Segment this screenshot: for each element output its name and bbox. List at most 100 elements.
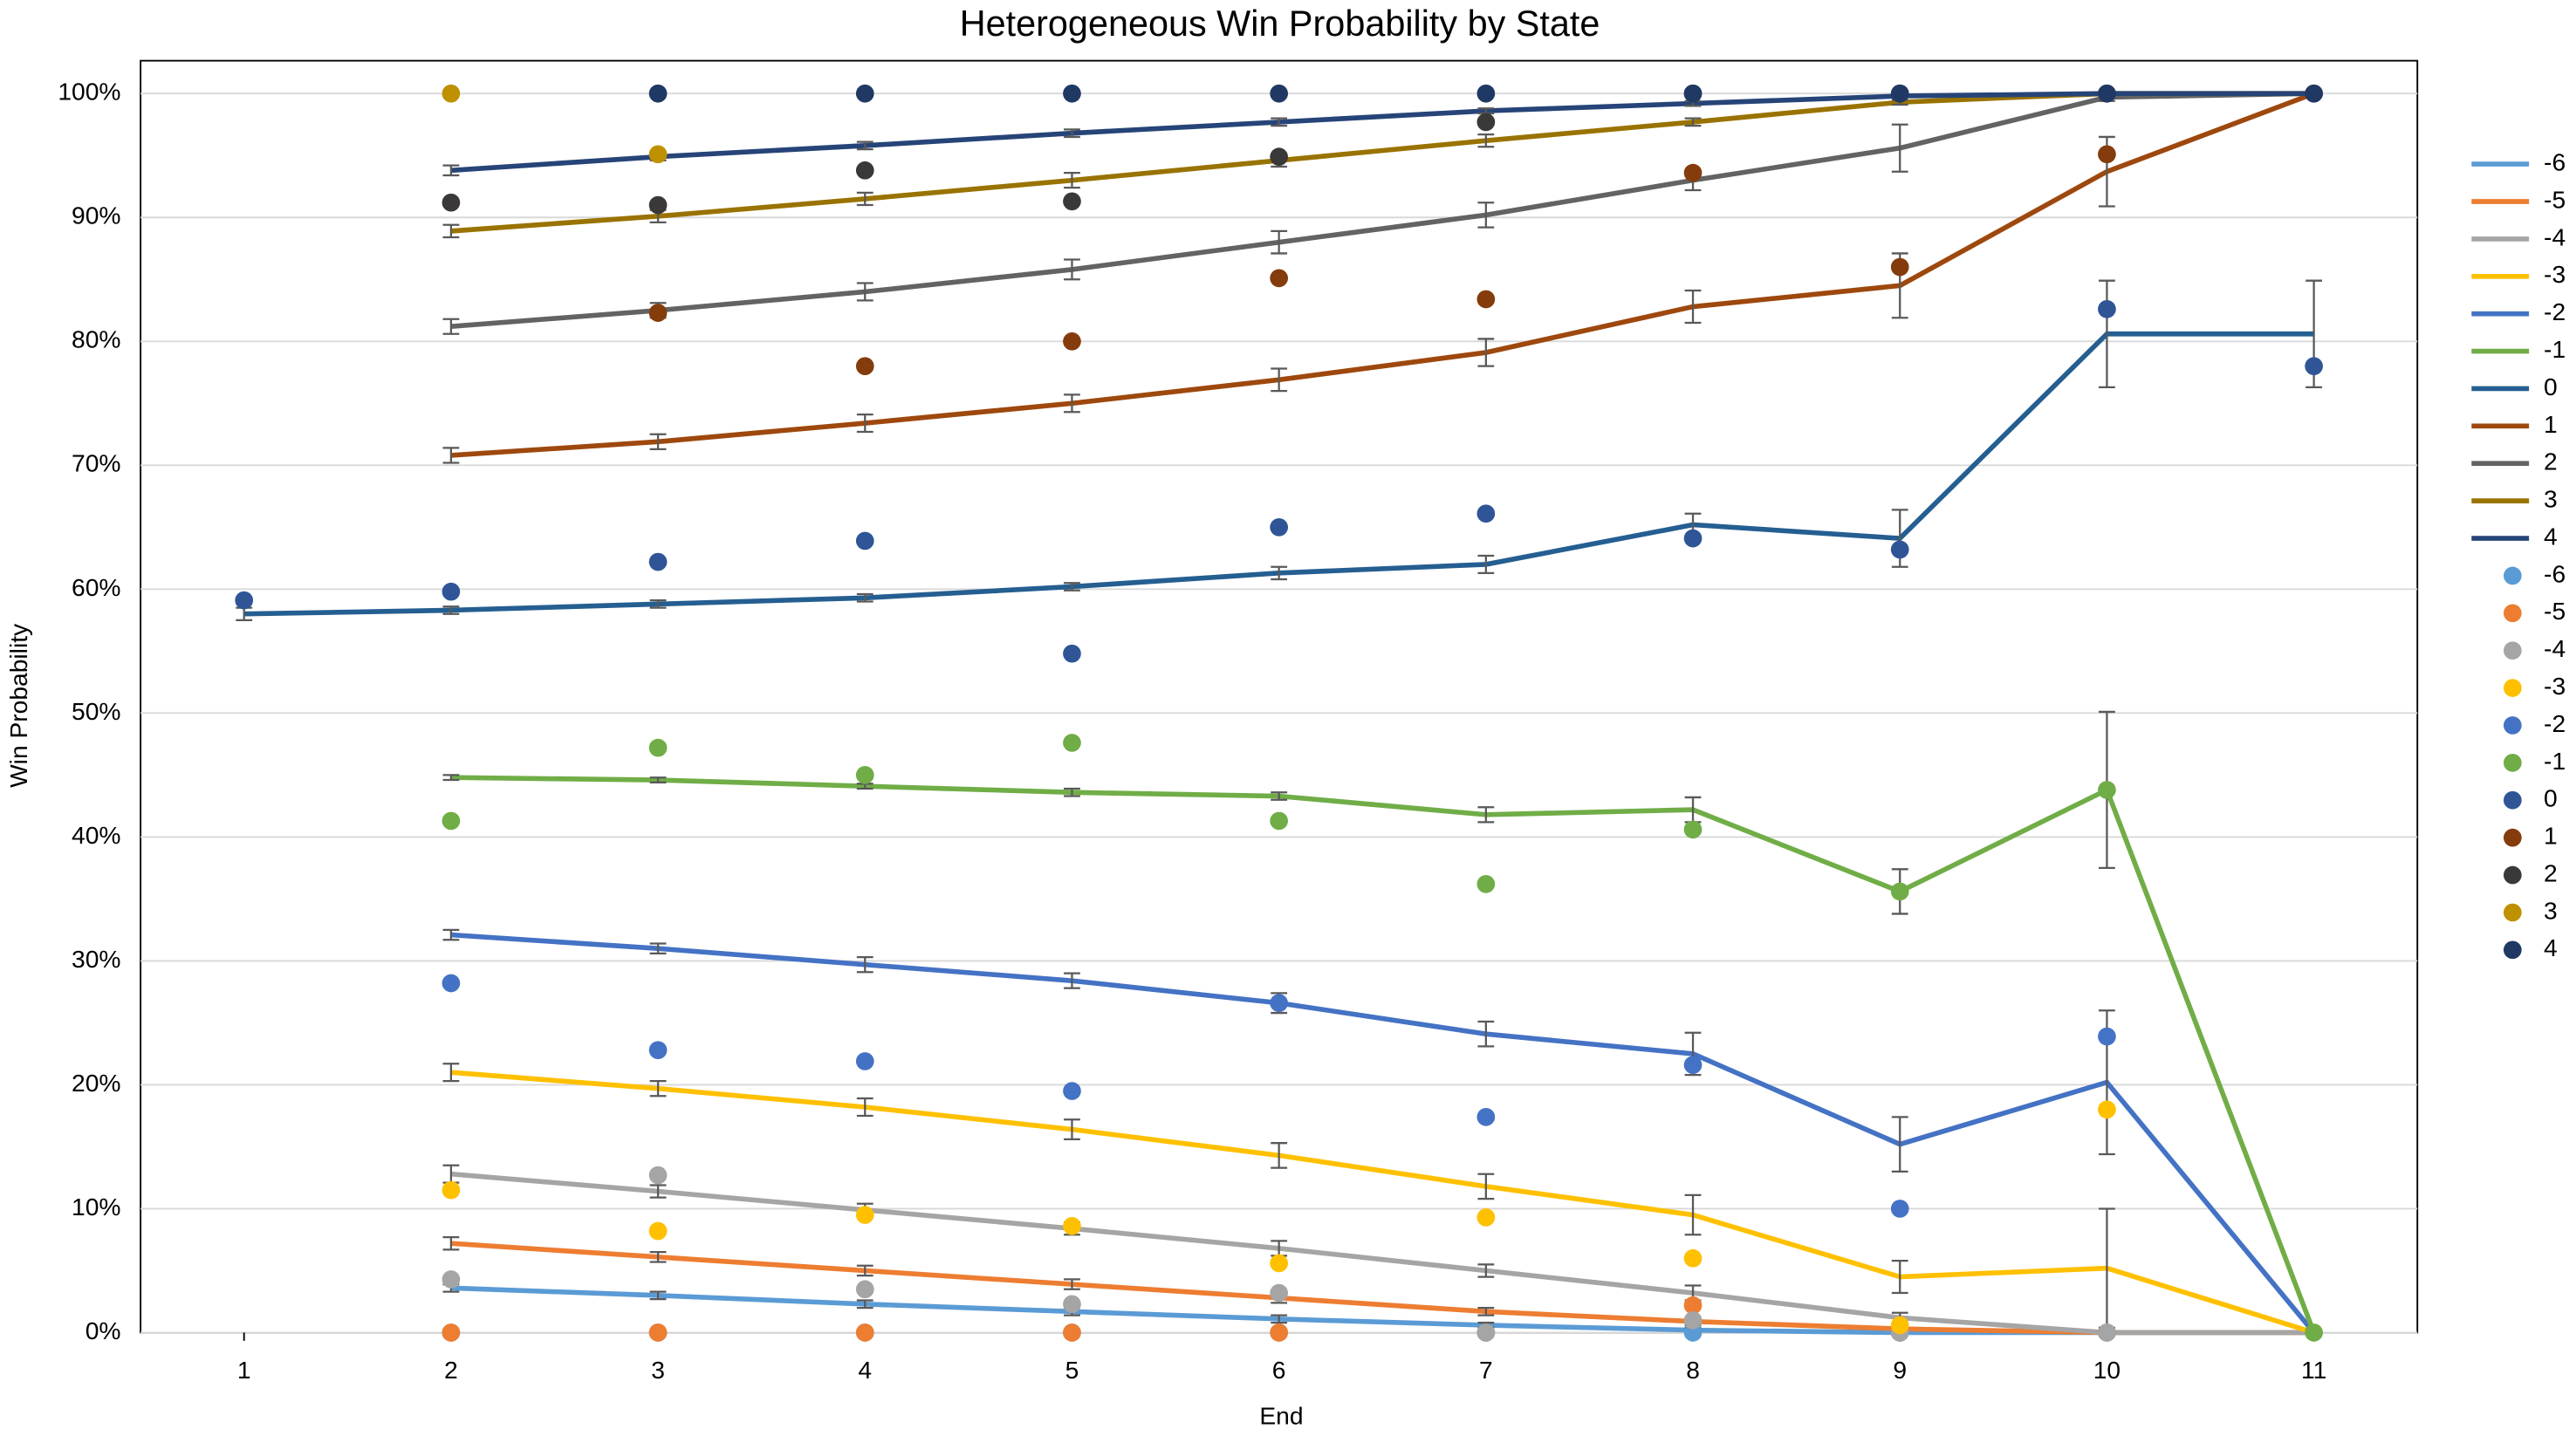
error-bar: [649, 1290, 667, 1301]
legend-label: 3: [2544, 485, 2558, 513]
scatter-point: [1270, 1283, 1288, 1303]
scatter-point: [1683, 163, 1702, 182]
scatter-point: [1890, 882, 1909, 901]
error-bar: [1064, 972, 1080, 989]
legend-swatch: [2503, 790, 2522, 810]
scatter-point: [2098, 1027, 2116, 1046]
scatter-point: [2098, 84, 2116, 103]
scatter-point: [442, 84, 461, 103]
series-line: [450, 1241, 2314, 1336]
scatter-point: [648, 552, 668, 571]
error-bar: [856, 282, 874, 302]
scatter-point: [855, 531, 874, 550]
legend-label: -2: [2544, 709, 2566, 737]
legend-label: -6: [2544, 559, 2566, 587]
scatter-point: [2305, 1323, 2323, 1342]
scatter-point: [648, 1323, 668, 1342]
scatter-point: [1683, 1310, 1702, 1330]
error-bar: [856, 592, 874, 603]
legend-label: 1: [2544, 822, 2558, 850]
legend-label: -4: [2544, 222, 2566, 250]
error-bar: [856, 1097, 874, 1118]
error-bar: [1064, 1278, 1080, 1290]
scatter-point: [1063, 1216, 1081, 1235]
scatter-point: [442, 1323, 461, 1342]
legend-swatch: [2503, 940, 2522, 960]
error-bar: [442, 1235, 460, 1251]
error-bar: [649, 1080, 667, 1098]
error-bar: [1064, 787, 1080, 797]
legend-swatch: [2503, 604, 2522, 623]
error-bar: [856, 1264, 874, 1277]
scatter-point: [648, 145, 668, 164]
series-line: [450, 775, 2317, 1334]
scatter-point: [442, 811, 461, 831]
scatter-point: [1063, 84, 1081, 103]
legend-label: -4: [2544, 634, 2566, 662]
y-axis-label: Win Probability: [4, 623, 32, 788]
error-bar: [442, 447, 460, 464]
scatter-point: [1063, 734, 1081, 752]
error-bar: [1477, 133, 1495, 148]
scatter-point: [1683, 1296, 1702, 1315]
legend-label: -3: [2544, 672, 2566, 700]
x-tick-label: 6: [1272, 1356, 1286, 1384]
error-bar: [1477, 1020, 1495, 1048]
error-bar: [442, 164, 460, 177]
scatter-point: [1063, 332, 1081, 351]
legend-swatch: [2503, 828, 2522, 847]
error-bar: [1891, 1259, 1908, 1295]
error-bar: [1891, 123, 1908, 173]
series-line: [450, 91, 2314, 234]
legend-label: 3: [2544, 896, 2558, 924]
scatter-point: [648, 1221, 668, 1241]
scatter-point: [855, 357, 874, 376]
x-tick-label: 8: [1686, 1356, 1700, 1384]
scatter-point: [1890, 84, 1909, 103]
scatter-point: [1270, 517, 1288, 537]
legend-label: -2: [2544, 297, 2566, 325]
error-bar: [442, 928, 460, 941]
scatter-point: [1063, 644, 1081, 663]
scatter-point: [1890, 540, 1909, 559]
error-bar: [442, 605, 460, 615]
scatter-point: [442, 1180, 461, 1200]
error-bar: [1064, 1118, 1080, 1141]
y-tick-label: 70%: [72, 449, 120, 477]
error-bar: [1271, 367, 1288, 393]
x-tick-label: 11: [2301, 1356, 2326, 1384]
scatter-point: [648, 1041, 668, 1060]
error-bar: [1271, 565, 1288, 581]
scatter-point: [2098, 145, 2116, 164]
scatter-point: [442, 582, 461, 601]
scatter-point: [648, 84, 668, 103]
series-line: [450, 91, 2315, 458]
y-tick-label: 90%: [72, 202, 120, 229]
scatter-point: [1683, 1248, 1702, 1268]
error-bar: [1684, 117, 1702, 127]
legend-label: -3: [2544, 260, 2566, 288]
error-bar: [1477, 806, 1495, 824]
error-bar: [1477, 1263, 1495, 1278]
scatter-point: [648, 738, 668, 757]
legend-label: -5: [2544, 597, 2566, 625]
legend-label: 2: [2544, 858, 2558, 886]
x-axis-label: End: [1259, 1402, 1303, 1430]
y-tick-label: 20%: [72, 1069, 120, 1097]
scatter-point: [442, 1270, 461, 1289]
scatter-point: [2098, 781, 2116, 799]
scatter-point: [855, 84, 874, 103]
legend-swatch: [2503, 865, 2522, 885]
error-bar: [442, 223, 460, 239]
legend-label: -5: [2544, 185, 2566, 213]
scatter-point: [2098, 1323, 2116, 1342]
legend-label: -1: [2544, 747, 2566, 775]
legend-label: 4: [2544, 522, 2558, 550]
error-bar: [442, 774, 460, 782]
error-bar: [1477, 338, 1495, 367]
error-bar: [1064, 128, 1080, 139]
error-bar: [1271, 117, 1288, 127]
legend-label: -6: [2544, 148, 2566, 176]
scatter-point: [648, 195, 668, 215]
error-bar: [856, 956, 874, 974]
